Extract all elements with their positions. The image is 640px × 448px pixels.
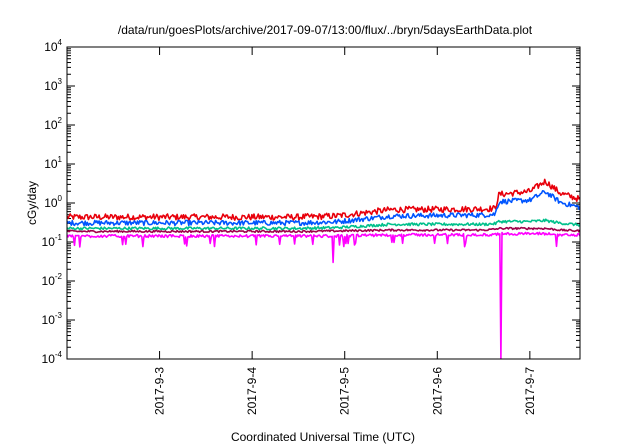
x-axis-ticks: 2017-9-3 2017-9-4 2017-9-5 2017-9-6 2017-9-7 [153,47,537,415]
y-tick-label: 10-2 [42,272,63,288]
y-tick-label: 101 [44,155,62,171]
y-axis-ticks: 10-4 10-3 10-2 10-1 100 101 102 103 104 [42,38,580,366]
x-tick-label: 2017-9-7 [523,367,537,415]
x-tick-label: 2017-9-6 [430,367,444,415]
series-line [67,226,580,234]
x-tick-label: 2017-9-5 [338,367,352,415]
series-line [67,178,580,221]
chart-title: /data/run/goesPlots/archive/2017-09-07/1… [118,23,533,37]
y-tick-label: 10-4 [42,350,63,366]
plot-frame [66,46,581,360]
y-tick-label: 10-1 [42,233,63,249]
series-line [67,190,580,227]
x-tick-label: 2017-9-3 [153,367,167,415]
x-axis-label: Coordinated Universal Time (UTC) [231,430,415,444]
series-layer [67,178,580,359]
series-line [67,218,580,231]
y-axis-label: cGy/day [25,181,39,225]
y-tick-label: 10-3 [42,311,63,327]
series-line [67,231,580,359]
x-tick-label: 2017-9-4 [245,367,259,415]
y-tick-label: 103 [44,77,62,93]
y-tick-label: 100 [44,194,62,210]
y-tick-label: 104 [44,38,62,54]
y-tick-label: 102 [44,116,62,132]
